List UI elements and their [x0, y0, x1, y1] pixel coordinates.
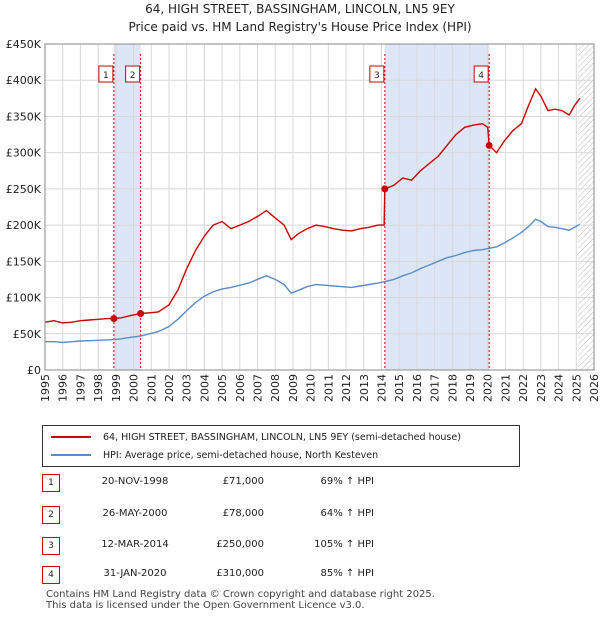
sale-hpi-change: 105% ↑ HPI [314, 539, 374, 550]
sale-price: £71,000 [222, 476, 264, 487]
chart-title: 64, HIGH STREET, BASSINGHAM, LINCOLN, LN… [145, 2, 455, 16]
sale-date: 12-MAR-2014 [101, 539, 169, 550]
sale-point [137, 309, 145, 317]
sale-marker-label: 2 [42, 506, 60, 524]
x-tick-label: 2022 [517, 374, 530, 402]
footer-copyright: Contains HM Land Registry data © Crown c… [46, 589, 435, 600]
x-tick-label: 2004 [198, 374, 211, 402]
sale-marker-label: 3 [42, 537, 60, 555]
x-tick-label: 2005 [216, 374, 229, 402]
x-tick-label: 2013 [358, 374, 371, 402]
sale-label-box [473, 65, 489, 83]
y-tick-label: £300K [6, 147, 42, 160]
x-tick-label: 2011 [322, 374, 335, 402]
ownership-shade [113, 44, 141, 370]
x-tick-label: 2018 [446, 374, 459, 402]
sale-hpi-change: 85% ↑ HPI [320, 568, 374, 579]
y-tick-label: £50K [13, 328, 42, 341]
x-tick-label: 2002 [163, 374, 176, 402]
x-tick-label: 1998 [92, 374, 105, 402]
x-tick-label: 2008 [269, 374, 282, 402]
x-tick-label: 2000 [128, 374, 141, 402]
x-tick-label: 1997 [74, 374, 87, 402]
future-hatch [578, 44, 594, 370]
x-tick-label: 2001 [145, 374, 158, 402]
x-tick-label: 2007 [252, 374, 265, 402]
sale-date: 20-NOV-1998 [101, 476, 169, 487]
footer-attribution: Contains HM Land Registry data © Crown c… [46, 589, 435, 611]
sale-label-number: 4 [478, 71, 484, 81]
sale-label-box [369, 65, 385, 83]
sale-marker-label: 4 [42, 566, 60, 584]
x-tick-label: 2003 [181, 374, 194, 402]
sale-label-box [125, 65, 141, 83]
legend-item-property: 64, HIGH STREET, BASSINGHAM, LINCOLN, LN… [51, 429, 461, 445]
x-tick-label: 2019 [464, 374, 477, 402]
sale-price: £250,000 [216, 539, 264, 550]
x-tick-label: 2006 [234, 374, 247, 402]
x-tick-label: 2016 [411, 374, 424, 402]
x-tick-label: 2020 [482, 374, 495, 402]
sale-label-number: 3 [374, 71, 380, 81]
y-tick-label: £350K [6, 110, 42, 123]
x-tick-label: 2012 [340, 374, 353, 402]
legend-label-property: 64, HIGH STREET, BASSINGHAM, LINCOLN, LN… [103, 431, 461, 443]
hpi-series-line [45, 218, 581, 344]
sale-price: £78,000 [222, 508, 264, 519]
x-tick-label: 2021 [499, 374, 512, 402]
sale-label-number: 2 [130, 71, 136, 81]
ownership-shade [384, 44, 490, 370]
y-tick-label: £450K [6, 38, 42, 51]
sale-hpi-change: 69% ↑ HPI [320, 476, 374, 487]
sale-point [381, 185, 389, 193]
sale-point [110, 315, 118, 323]
sale-label-box [98, 65, 114, 83]
footer-licence: This data is licensed under the Open Gov… [46, 600, 365, 611]
plot-border [44, 43, 595, 371]
sale-date: 31-JAN-2020 [103, 568, 167, 579]
legend-label-hpi: HPI: Average price, semi-detached house,… [103, 449, 379, 461]
legend-swatch-property [51, 436, 91, 438]
sale-point [485, 141, 493, 149]
chart-subtitle: Price paid vs. HM Land Registry's House … [128, 20, 472, 34]
x-tick-label: 2023 [535, 374, 548, 402]
x-tick-label: 1999 [110, 374, 123, 402]
y-tick-label: £150K [6, 255, 42, 268]
x-tick-label: 1996 [57, 374, 70, 402]
x-tick-label: 2026 [588, 374, 600, 402]
x-tick-label: 2024 [553, 374, 566, 402]
y-tick-label: £400K [6, 74, 42, 87]
x-tick-label: 2015 [393, 374, 406, 402]
sale-marker-label: 1 [42, 474, 60, 492]
x-tick-label: 2025 [570, 374, 583, 402]
price-chart: 1 2 3 4 £0 £50K £100K £150K £200K £250K £300K £350K… [6, 38, 600, 402]
y-tick-label: £100K [6, 292, 42, 305]
sale-price: £310,000 [216, 568, 264, 579]
sale-date: 26-MAY-2000 [102, 508, 168, 519]
sale-hpi-change: 64% ↑ HPI [320, 508, 374, 519]
y-tick-label: £0 [27, 364, 41, 377]
sale-label-number: 1 [103, 71, 109, 81]
legend-swatch-hpi [51, 454, 91, 456]
x-tick-label: 2014 [375, 374, 388, 402]
x-tick-label: 2010 [305, 374, 318, 402]
chart-legend: 64, HIGH STREET, BASSINGHAM, LINCOLN, LN… [42, 425, 520, 467]
legend-item-hpi: HPI: Average price, semi-detached house,… [51, 447, 378, 463]
y-tick-label: £200K [6, 219, 42, 232]
x-tick-label: 2009 [287, 374, 300, 402]
x-tick-label: 1995 [39, 374, 52, 402]
y-tick-label: £250K [6, 183, 42, 196]
x-tick-label: 2017 [429, 374, 442, 402]
